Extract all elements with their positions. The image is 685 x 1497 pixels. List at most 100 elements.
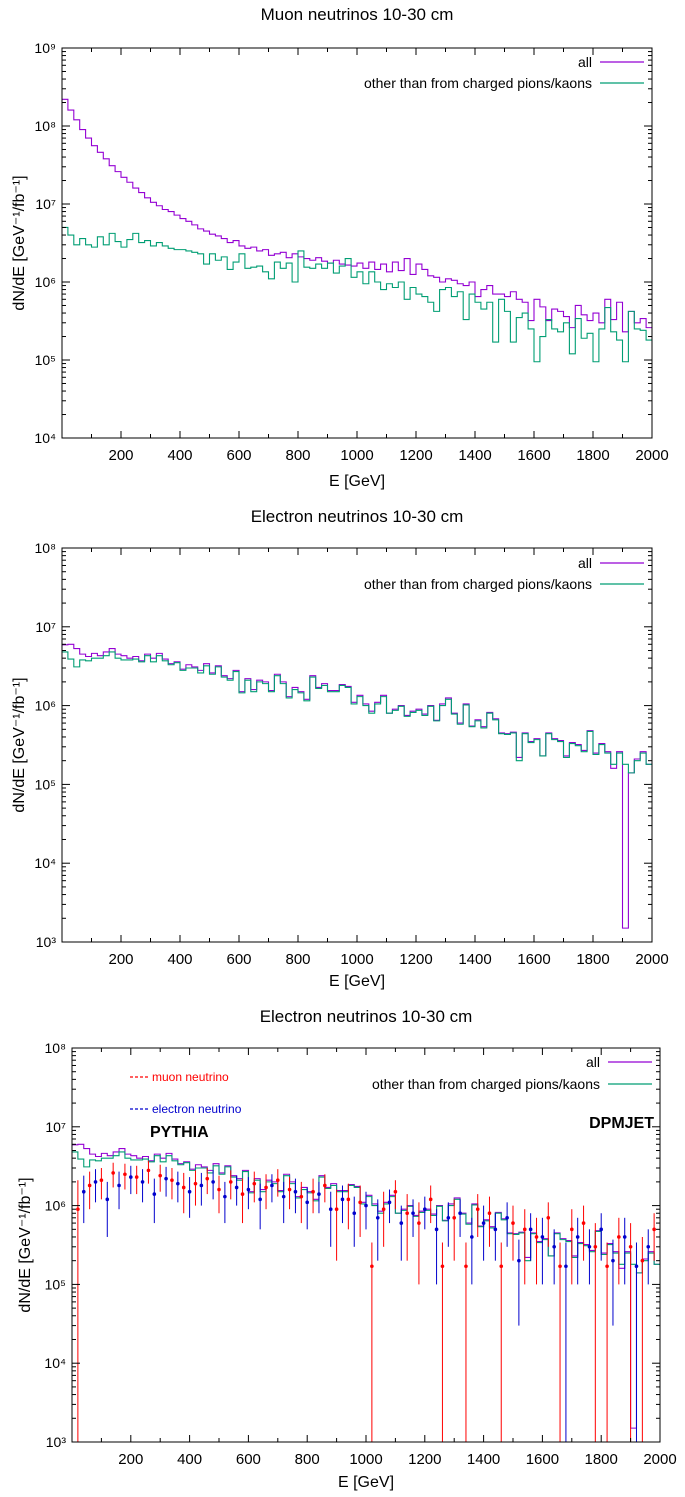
data-point — [328, 1207, 333, 1212]
data-point — [123, 1172, 127, 1177]
y-tick-label: 10⁴ — [44, 1355, 66, 1371]
series-other-than-from-charged-pions-kaons — [62, 651, 652, 774]
data-point — [411, 1211, 415, 1216]
legend-label: all — [578, 54, 592, 70]
chart-panel-2: Electron neutrinos 10-30 cm 200 400 600 800 1… — [11, 507, 669, 990]
y-axis-label: dN/dE [GeV⁻¹/fb⁻¹] — [11, 175, 28, 310]
data-point — [299, 1194, 304, 1199]
x-tick-label: 400 — [167, 447, 192, 464]
y-tick-label: 10⁷ — [45, 1119, 66, 1135]
data-point — [81, 1189, 86, 1194]
data-point — [558, 1264, 562, 1269]
x-tick-label: 600 — [226, 447, 251, 464]
x-tick-label: 1600 — [526, 1451, 559, 1468]
y-tick-label: 10⁷ — [35, 196, 56, 212]
x-tick-label: 800 — [295, 1451, 320, 1468]
chart-title: Electron neutrinos 10-30 cm — [260, 1007, 473, 1026]
data-point — [264, 1185, 268, 1190]
data-point — [517, 1258, 521, 1263]
data-point — [134, 1175, 139, 1179]
legend-label: other than from charged pions/kaons — [372, 1076, 600, 1092]
data-point — [599, 1227, 603, 1232]
data-point — [181, 1185, 186, 1190]
data-point — [475, 1207, 480, 1212]
data-point — [246, 1187, 251, 1192]
data-point — [287, 1187, 292, 1192]
data-point — [146, 1168, 151, 1173]
data-point — [111, 1171, 115, 1175]
data-point — [399, 1221, 404, 1225]
x-tick-label: 1600 — [517, 951, 550, 968]
data-point — [605, 1264, 609, 1269]
data-point — [240, 1192, 245, 1196]
legend-label: other than from charged pions/kaons — [364, 75, 592, 91]
x-tick-label: 400 — [167, 951, 192, 968]
y-tick-label: 10³ — [36, 934, 57, 950]
x-tick-label: 1000 — [349, 1451, 382, 1468]
x-tick-label: 1800 — [576, 951, 609, 968]
chart-panel-1: Muon neutrinos 10-30 cm 200 400 600 800 1000 1… — [11, 5, 669, 490]
y-axis-label: dN/dE [GeV⁻¹/fb⁻¹] — [11, 677, 28, 812]
plot-area — [62, 643, 652, 929]
x-tick-label: 1000 — [340, 951, 373, 968]
data-point — [317, 1192, 321, 1196]
x-tick-label: 1800 — [585, 1451, 618, 1468]
x-tick-label: 1200 — [408, 1451, 441, 1468]
data-point — [499, 1264, 504, 1269]
x-tick-label: 1800 — [576, 447, 609, 464]
data-point — [534, 1235, 539, 1239]
y-tick-label: 10⁷ — [35, 619, 56, 635]
data-point — [176, 1181, 180, 1186]
x-tick-label: 1400 — [458, 447, 491, 464]
y-tick-label: 10⁸ — [35, 118, 57, 134]
data-point — [511, 1221, 515, 1225]
data-point — [258, 1197, 262, 1202]
x-tick-label: 1000 — [340, 447, 373, 464]
y-tick-label: 10⁴ — [34, 855, 56, 871]
data-point — [522, 1227, 527, 1232]
x-tick-label: 1200 — [399, 951, 432, 968]
x-tick-label: 2000 — [643, 1451, 676, 1468]
data-point — [440, 1264, 445, 1269]
data-point — [375, 1216, 380, 1220]
data-point — [158, 1173, 162, 1178]
x-tick-label: 800 — [285, 951, 310, 968]
x-tick-label: 1400 — [467, 1451, 500, 1468]
data-point — [393, 1189, 398, 1194]
x-tick-label: 600 — [236, 1451, 261, 1468]
data-point — [646, 1245, 651, 1249]
data-point — [140, 1180, 145, 1184]
data-point — [487, 1211, 492, 1216]
x-tick-label: 200 — [108, 447, 133, 464]
inset-legend: muon neutrino electron neutrino — [130, 1070, 242, 1116]
data-point — [234, 1185, 239, 1190]
data-point — [152, 1192, 157, 1196]
data-point — [546, 1216, 551, 1220]
y-tick-label: 10⁶ — [35, 274, 56, 290]
data-point — [458, 1211, 462, 1216]
chart-panel-3: Electron neutrinos 10-30 cm 200 400 600 800 1… — [17, 1007, 677, 1491]
inset-legend-label: muon neutrino — [152, 1070, 229, 1084]
data-point — [170, 1178, 174, 1183]
data-point — [628, 1245, 633, 1249]
data-point — [575, 1235, 580, 1239]
data-point — [117, 1183, 121, 1188]
y-tick-label: 10⁵ — [35, 352, 56, 368]
data-point — [570, 1227, 574, 1232]
data-point — [587, 1245, 592, 1249]
data-point — [293, 1189, 298, 1194]
chart-title: Electron neutrinos 10-30 cm — [251, 507, 464, 526]
y-tick-label: 10⁸ — [35, 540, 57, 556]
data-point — [105, 1197, 110, 1202]
plot-area — [72, 1143, 660, 1442]
data-point — [381, 1207, 386, 1212]
y-tick-label: 10⁶ — [35, 698, 56, 714]
y-tick-label: 10⁶ — [45, 1198, 66, 1214]
annotation-pythia: PYTHIA — [150, 1124, 209, 1141]
data-point — [252, 1181, 257, 1186]
data-point — [464, 1264, 468, 1269]
series-all — [62, 643, 652, 929]
data-point — [528, 1227, 533, 1232]
y-tick-label: 10⁵ — [45, 1276, 66, 1292]
data-point — [217, 1187, 221, 1192]
